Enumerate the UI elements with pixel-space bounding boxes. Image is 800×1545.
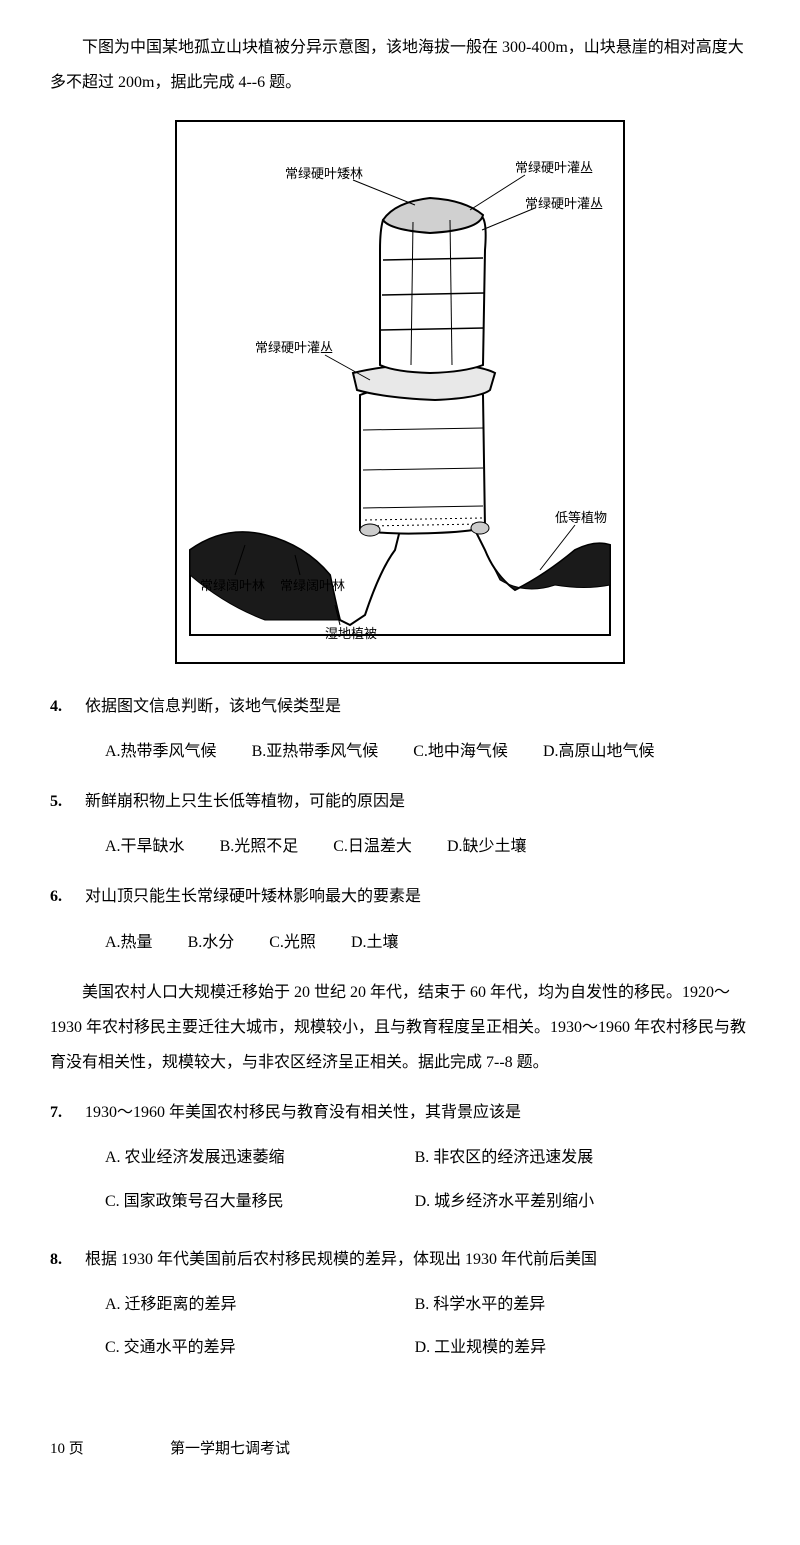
label-top-left: 常绿硬叶矮林 [285, 166, 363, 181]
intro-paragraph-1: 下图为中国某地孤立山块植被分异示意图，该地海拔一般在 300-400m，山块悬崖… [50, 30, 750, 100]
q6-opt-c: C.光照 [269, 925, 316, 960]
label-top-right2: 常绿硬叶灌丛 [525, 196, 603, 211]
footer-page-number: 10 页 [50, 1433, 170, 1466]
q8-number: 8. [50, 1242, 85, 1277]
q8-opt-b: B. 科学水平的差异 [415, 1287, 725, 1322]
q4-opt-d: D.高原山地气候 [543, 734, 655, 769]
label-low-right: 低等植物 [555, 510, 607, 525]
q5-opt-b: B.光照不足 [220, 829, 299, 864]
q4-opt-c: C.地中海气候 [413, 734, 508, 769]
q6-opt-b: B.水分 [188, 925, 235, 960]
footer-title: 第一学期七调考试 [170, 1433, 290, 1466]
q7-opt-a: A. 农业经济发展迅速萎缩 [105, 1140, 415, 1175]
q5-opt-c: C.日温差大 [333, 829, 412, 864]
label-mid-left: 常绿硬叶灌丛 [255, 340, 333, 355]
question-8: 8. 根据 1930 年代美国前后农村移民规模的差异，体现出 1930 年代前后… [50, 1242, 750, 1277]
q5-options: A.干旱缺水 B.光照不足 C.日温差大 D.缺少土壤 [50, 829, 750, 864]
q8-opt-a: A. 迁移距离的差异 [105, 1287, 415, 1322]
q7-opt-c: C. 国家政策号召大量移民 [105, 1184, 415, 1219]
q6-opt-d: D.土壤 [351, 925, 399, 960]
page-footer: 10 页 第一学期七调考试 [50, 1433, 750, 1466]
q5-opt-d: D.缺少土壤 [447, 829, 527, 864]
passage-2: 美国农村人口大规模迁移始于 20 世纪 20 年代，结束于 60 年代，均为自发… [50, 975, 750, 1081]
q8-options: A. 迁移距离的差异 B. 科学水平的差异 C. 交通水平的差异 D. 工业规模… [50, 1287, 750, 1373]
q7-number: 7. [50, 1095, 85, 1130]
q4-text: 依据图文信息判断，该地气候类型是 [85, 689, 750, 724]
q8-opt-d: D. 工业规模的差异 [415, 1330, 725, 1365]
q6-opt-a: A.热量 [105, 925, 153, 960]
q5-opt-a: A.干旱缺水 [105, 829, 185, 864]
q5-text: 新鲜崩积物上只生长低等植物，可能的原因是 [85, 784, 750, 819]
q4-opt-b: B.亚热带季风气候 [252, 734, 379, 769]
label-base-left1: 常绿阔叶林 [200, 578, 265, 593]
q4-options: A.热带季风气候 B.亚热带季风气候 C.地中海气候 D.高原山地气候 [50, 734, 750, 769]
label-top-right1: 常绿硬叶灌丛 [515, 160, 593, 175]
q4-opt-a: A.热带季风气候 [105, 734, 217, 769]
question-5: 5. 新鲜崩积物上只生长低等植物，可能的原因是 [50, 784, 750, 819]
q5-number: 5. [50, 784, 85, 819]
question-4: 4. 依据图文信息判断，该地气候类型是 [50, 689, 750, 724]
q7-text: 1930～1960 年美国农村移民与教育没有相关性，其背景应该是 [85, 1095, 750, 1130]
figure-container: 常绿硬叶矮林 常绿硬叶灌丛 常绿硬叶灌丛 常绿硬叶灌丛 低等植物 常绿阔叶林 常… [50, 120, 750, 663]
q8-text: 根据 1930 年代美国前后农村移民规模的差异，体现出 1930 年代前后美国 [85, 1242, 750, 1277]
label-base-left2: 常绿阔叶林 [280, 578, 345, 593]
q6-text: 对山顶只能生长常绿硬叶矮林影响最大的要素是 [85, 879, 750, 914]
q7-options: A. 农业经济发展迅速萎缩 B. 非农区的经济迅速发展 C. 国家政策号召大量移… [50, 1140, 750, 1226]
vegetation-diagram: 常绿硬叶矮林 常绿硬叶灌丛 常绿硬叶灌丛 常绿硬叶灌丛 低等植物 常绿阔叶林 常… [175, 120, 625, 663]
diagram-svg: 常绿硬叶矮林 常绿硬叶灌丛 常绿硬叶灌丛 常绿硬叶灌丛 低等植物 常绿阔叶林 常… [185, 130, 615, 640]
q4-number: 4. [50, 689, 85, 724]
q7-opt-b: B. 非农区的经济迅速发展 [415, 1140, 725, 1175]
q6-number: 6. [50, 879, 85, 914]
q6-options: A.热量 B.水分 C.光照 D.土壤 [50, 925, 750, 960]
label-bottom: 湿地植被 [325, 626, 377, 640]
q8-opt-c: C. 交通水平的差异 [105, 1330, 415, 1365]
question-6: 6. 对山顶只能生长常绿硬叶矮林影响最大的要素是 [50, 879, 750, 914]
q7-opt-d: D. 城乡经济水平差别缩小 [415, 1184, 725, 1219]
question-7: 7. 1930～1960 年美国农村移民与教育没有相关性，其背景应该是 [50, 1095, 750, 1130]
